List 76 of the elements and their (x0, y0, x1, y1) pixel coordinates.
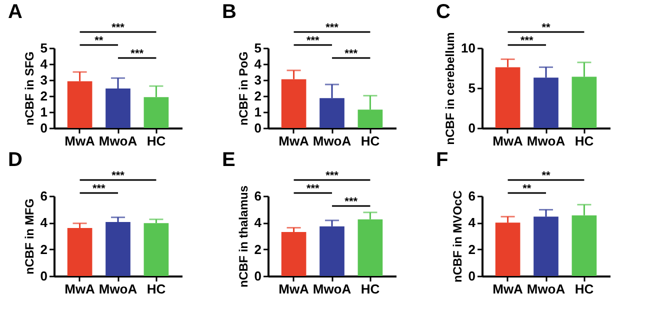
chart-title: A (8, 1, 22, 23)
y-tick-label: 1 (40, 104, 48, 120)
x-tick-label: MwoA (526, 134, 566, 148)
y-tick-label: 5 (40, 40, 48, 56)
x-tick-label: MwA (278, 134, 310, 148)
x-tick-label: MwoA (312, 134, 352, 148)
x-tick-label: HC (360, 134, 380, 148)
y-tick-label: 2 (254, 88, 262, 104)
y-axis-title: nCBF in MVOcC (450, 190, 464, 282)
y-tick-label: 3 (40, 72, 48, 88)
y-axis-title: nCBF in thalamus (236, 185, 250, 288)
y-tick-label: 0 (468, 120, 476, 136)
x-tick-label: HC (146, 134, 166, 148)
text: *** (112, 170, 126, 182)
text: ** (542, 170, 551, 182)
text: *** (326, 22, 340, 34)
chart-title: E (222, 149, 236, 171)
y-tick-label: 10 (461, 40, 476, 56)
bar (281, 232, 306, 276)
chart-title: C (436, 1, 450, 23)
y-tick-label: 4 (254, 56, 262, 72)
x-tick-label: MwA (492, 282, 524, 296)
y-axis-title: nCBF in MFG (22, 198, 36, 274)
bar (67, 228, 92, 276)
x-tick-label: MwoA (526, 282, 566, 296)
text: *** (112, 22, 126, 34)
y-tick-label: 0 (40, 120, 48, 136)
y-tick-label: 0 (468, 268, 476, 284)
x-tick-label: MwA (64, 134, 96, 148)
y-tick-label: 2 (40, 88, 48, 104)
y-tick-label: 6 (468, 188, 476, 204)
y-axis-title: nCBF in PoG (236, 52, 250, 126)
bar (144, 223, 169, 276)
text: *** (306, 35, 320, 47)
text: ** (522, 183, 532, 195)
text: *** (520, 35, 534, 47)
x-tick-label: MwA (64, 282, 96, 296)
chart-title: F (436, 149, 448, 171)
y-tick-label: 2 (254, 242, 262, 257)
y-tick-label: 2 (40, 242, 48, 257)
x-tick-label: MwoA (98, 134, 138, 148)
y-tick-label: 0 (40, 268, 48, 284)
y-tick-label: 5 (468, 80, 476, 96)
x-tick-label: HC (574, 134, 594, 148)
y-tick-label: 4 (40, 56, 48, 72)
y-tick-label: 5 (254, 40, 262, 56)
y-tick-label: 6 (40, 188, 48, 204)
y-tick-label: 4 (40, 215, 48, 230)
y-tick-label: 1 (254, 104, 262, 120)
y-tick-label: 0 (254, 268, 262, 284)
y-tick-label: 0 (254, 120, 262, 136)
x-tick-label: MwA (492, 134, 524, 148)
y-tick-label: 4 (468, 215, 476, 230)
text: *** (92, 183, 106, 195)
y-tick-label: 3 (254, 72, 262, 88)
annotation: *** (344, 48, 358, 60)
y-axis-title: nCBF in cerebellum (443, 32, 458, 145)
x-tick-label: HC (574, 282, 594, 296)
y-axis-title: nCBF in SFG (22, 52, 36, 126)
text: ** (94, 35, 104, 47)
bar (106, 222, 130, 276)
y-tick-label: 6 (254, 188, 262, 204)
annotation: *** (130, 48, 144, 60)
annotation: *** (344, 196, 358, 208)
text: *** (326, 170, 340, 182)
x-tick-label: MwoA (98, 282, 138, 296)
text: *** (306, 183, 320, 195)
chart-title: D (8, 149, 22, 171)
x-tick-label: HC (360, 282, 380, 296)
y-tick-label: 2 (468, 242, 476, 257)
x-tick-label: HC (146, 282, 166, 296)
x-tick-label: MwA (278, 282, 310, 296)
text: ** (542, 22, 551, 34)
x-tick-label: MwoA (312, 282, 352, 296)
chart-title: B (222, 1, 236, 23)
y-tick-label: 4 (254, 215, 262, 230)
